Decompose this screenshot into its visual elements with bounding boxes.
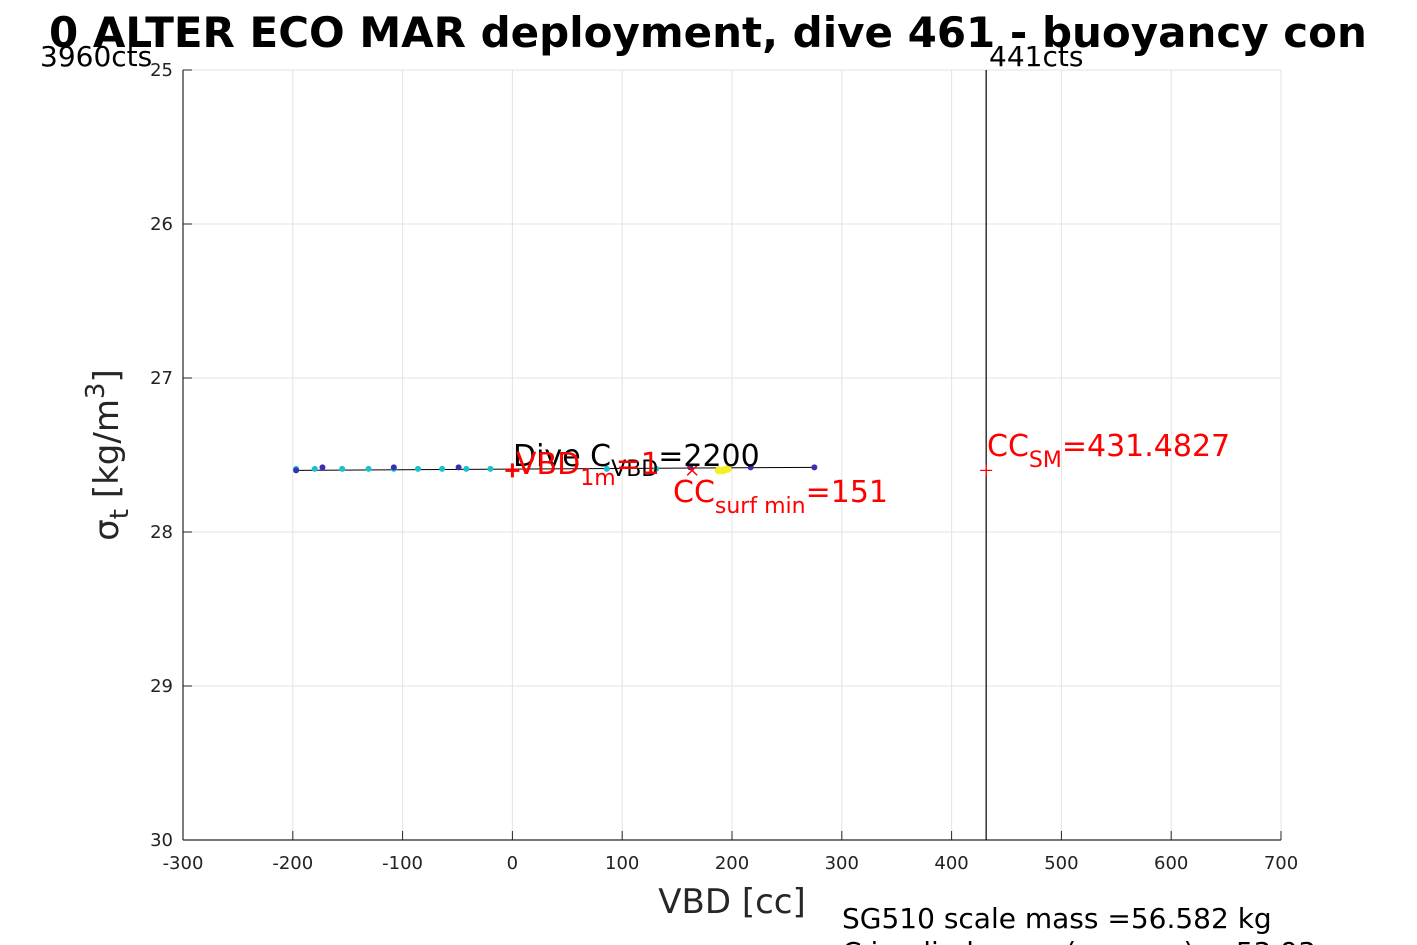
y-tick-labels: 25 26 27 28 29 30 bbox=[150, 60, 173, 851]
reference-markers bbox=[505, 463, 993, 478]
data-point-blue bbox=[455, 464, 462, 471]
ccsm-value: =431.4827 bbox=[1062, 429, 1230, 464]
y-label-unit: [kg/m bbox=[87, 399, 127, 509]
vbd1m-sub: 1m bbox=[580, 466, 615, 491]
axes bbox=[182, 69, 1282, 841]
y-axis-label: σt [kg/m3] bbox=[81, 369, 135, 541]
ccsurf-sub: surf min bbox=[715, 494, 806, 519]
data-point-cyan bbox=[339, 465, 346, 472]
cc-surf-min-annotation: CCsurf min=151 bbox=[673, 475, 888, 519]
corner-label-left: 3960cts bbox=[40, 40, 152, 73]
ccsm-sub: SM bbox=[1029, 448, 1062, 473]
data-point-blue bbox=[390, 464, 397, 471]
y-tick-label: 26 bbox=[150, 214, 173, 235]
y-label-close: ] bbox=[87, 369, 127, 382]
cc-surf-min-marker-b bbox=[686, 464, 698, 476]
x-tick-label: 600 bbox=[1154, 853, 1188, 874]
grid-lines bbox=[182, 69, 1282, 841]
ccsurf-main: CC bbox=[673, 475, 715, 510]
x-tick-label: 500 bbox=[1044, 853, 1078, 874]
x-tick-label: 300 bbox=[825, 853, 859, 874]
dive-c-vbd-annotation: Dive CVBD=2200 bbox=[513, 439, 760, 482]
data-point-cyan bbox=[414, 465, 421, 472]
data-point-yellow bbox=[723, 464, 732, 473]
data-point-cyan bbox=[365, 465, 372, 472]
data-point-cyan bbox=[463, 465, 470, 472]
footer-implied-mass: C implied mass (sensors) = 53.93 bbox=[842, 936, 1316, 945]
data-point-blue bbox=[319, 464, 326, 471]
y-tick-label: 30 bbox=[150, 830, 173, 851]
data-point-cyan bbox=[653, 465, 660, 472]
x-tick-label: -300 bbox=[163, 853, 204, 874]
y-tick-label: 27 bbox=[150, 368, 173, 389]
corner-label-right: 441cts bbox=[989, 40, 1083, 73]
dive-c-value: =2200 bbox=[658, 439, 759, 474]
vbd1m-value: =1 bbox=[616, 447, 660, 482]
x-tick-label: -100 bbox=[382, 853, 423, 874]
data-points bbox=[293, 464, 818, 475]
x-tick-label: 0 bbox=[507, 853, 518, 874]
ccsurf-value: =151 bbox=[806, 475, 888, 510]
x-tick-label: 400 bbox=[934, 853, 968, 874]
x-tick-labels: -300 -200 -100 0 100 200 300 400 500 600 700 bbox=[163, 853, 1299, 874]
y-label-sub: t bbox=[105, 509, 135, 519]
vbd-1m-annotation: VBD1m=1 bbox=[516, 447, 660, 491]
y-label-symbol: σ bbox=[87, 519, 127, 541]
data-point-cyan bbox=[439, 465, 446, 472]
y-tick-label: 29 bbox=[150, 676, 173, 697]
dive-c-sub: VBD bbox=[611, 457, 658, 482]
y-label-sup: 3 bbox=[81, 383, 111, 400]
data-point-cyan bbox=[487, 465, 494, 472]
footer-scale-mass: SG510 scale mass =56.582 kg bbox=[842, 902, 1272, 935]
data-point-blue bbox=[747, 464, 754, 471]
ccsm-main: CC bbox=[987, 429, 1029, 464]
chart-title: 0 ALTER ECO MAR deployment, dive 461 - b… bbox=[49, 8, 1367, 57]
x-tick-label: 700 bbox=[1264, 853, 1298, 874]
dive-c-main: Dive C bbox=[513, 439, 611, 474]
x-axis-label: VBD [cc] bbox=[658, 882, 806, 922]
vbd1m-main: VBD bbox=[516, 447, 580, 482]
y-tick-label: 28 bbox=[150, 522, 173, 543]
cc-sm-annotation: CCSM=431.4827 bbox=[987, 429, 1230, 473]
x-tick-label: 200 bbox=[715, 853, 749, 874]
data-point-blue bbox=[811, 464, 818, 471]
data-point-blue bbox=[293, 467, 300, 474]
data-point-blue bbox=[687, 464, 694, 471]
data-point-cyan bbox=[311, 465, 318, 472]
x-tick-label: 100 bbox=[605, 853, 639, 874]
data-point-cyan bbox=[603, 465, 610, 472]
y-tick-label: 25 bbox=[150, 60, 173, 81]
x-tick-label: -200 bbox=[272, 853, 313, 874]
